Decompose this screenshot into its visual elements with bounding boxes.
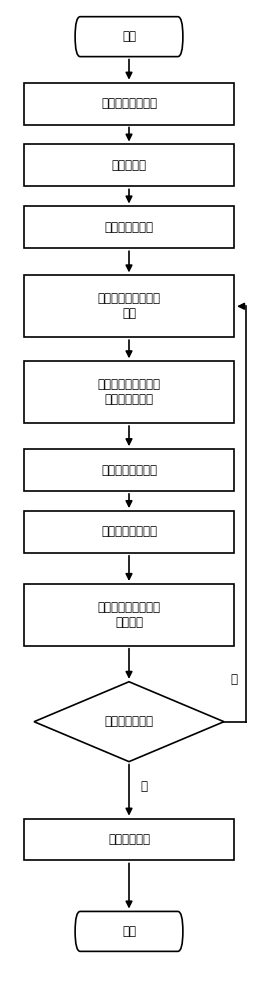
FancyBboxPatch shape <box>24 449 234 491</box>
FancyBboxPatch shape <box>24 584 234 646</box>
Text: 读取潮流计算数据: 读取潮流计算数据 <box>101 97 157 110</box>
Text: 计算末梢节点注入相
电流: 计算末梢节点注入相 电流 <box>98 292 160 320</box>
Text: 将末梢节点注入相电
流转换成序电流: 将末梢节点注入相电 流转换成序电流 <box>98 378 160 406</box>
Text: 序坐标数据转换成相
坐标数据: 序坐标数据转换成相 坐标数据 <box>98 601 160 629</box>
FancyBboxPatch shape <box>24 83 234 125</box>
Text: 设置初始值: 设置初始值 <box>111 159 147 172</box>
FancyBboxPatch shape <box>75 17 183 57</box>
Text: 计算线路序阻抗: 计算线路序阻抗 <box>104 221 154 234</box>
FancyBboxPatch shape <box>24 206 234 248</box>
Text: 是: 是 <box>141 780 148 793</box>
FancyBboxPatch shape <box>24 361 234 423</box>
Text: 结束: 结束 <box>122 925 136 938</box>
FancyBboxPatch shape <box>24 144 234 186</box>
Text: 后代求节点序电压: 后代求节点序电压 <box>101 525 157 538</box>
Text: 否: 否 <box>231 673 238 686</box>
Polygon shape <box>34 682 224 762</box>
FancyBboxPatch shape <box>24 511 234 553</box>
Text: 满足收敛条件？: 满足收敛条件？ <box>104 715 154 728</box>
Text: 前推求支路序电流: 前推求支路序电流 <box>101 464 157 477</box>
Text: 开始: 开始 <box>122 30 136 43</box>
FancyBboxPatch shape <box>24 275 234 337</box>
FancyBboxPatch shape <box>24 819 234 860</box>
Text: 输出潮流结果: 输出潮流结果 <box>108 833 150 846</box>
FancyBboxPatch shape <box>75 911 183 951</box>
